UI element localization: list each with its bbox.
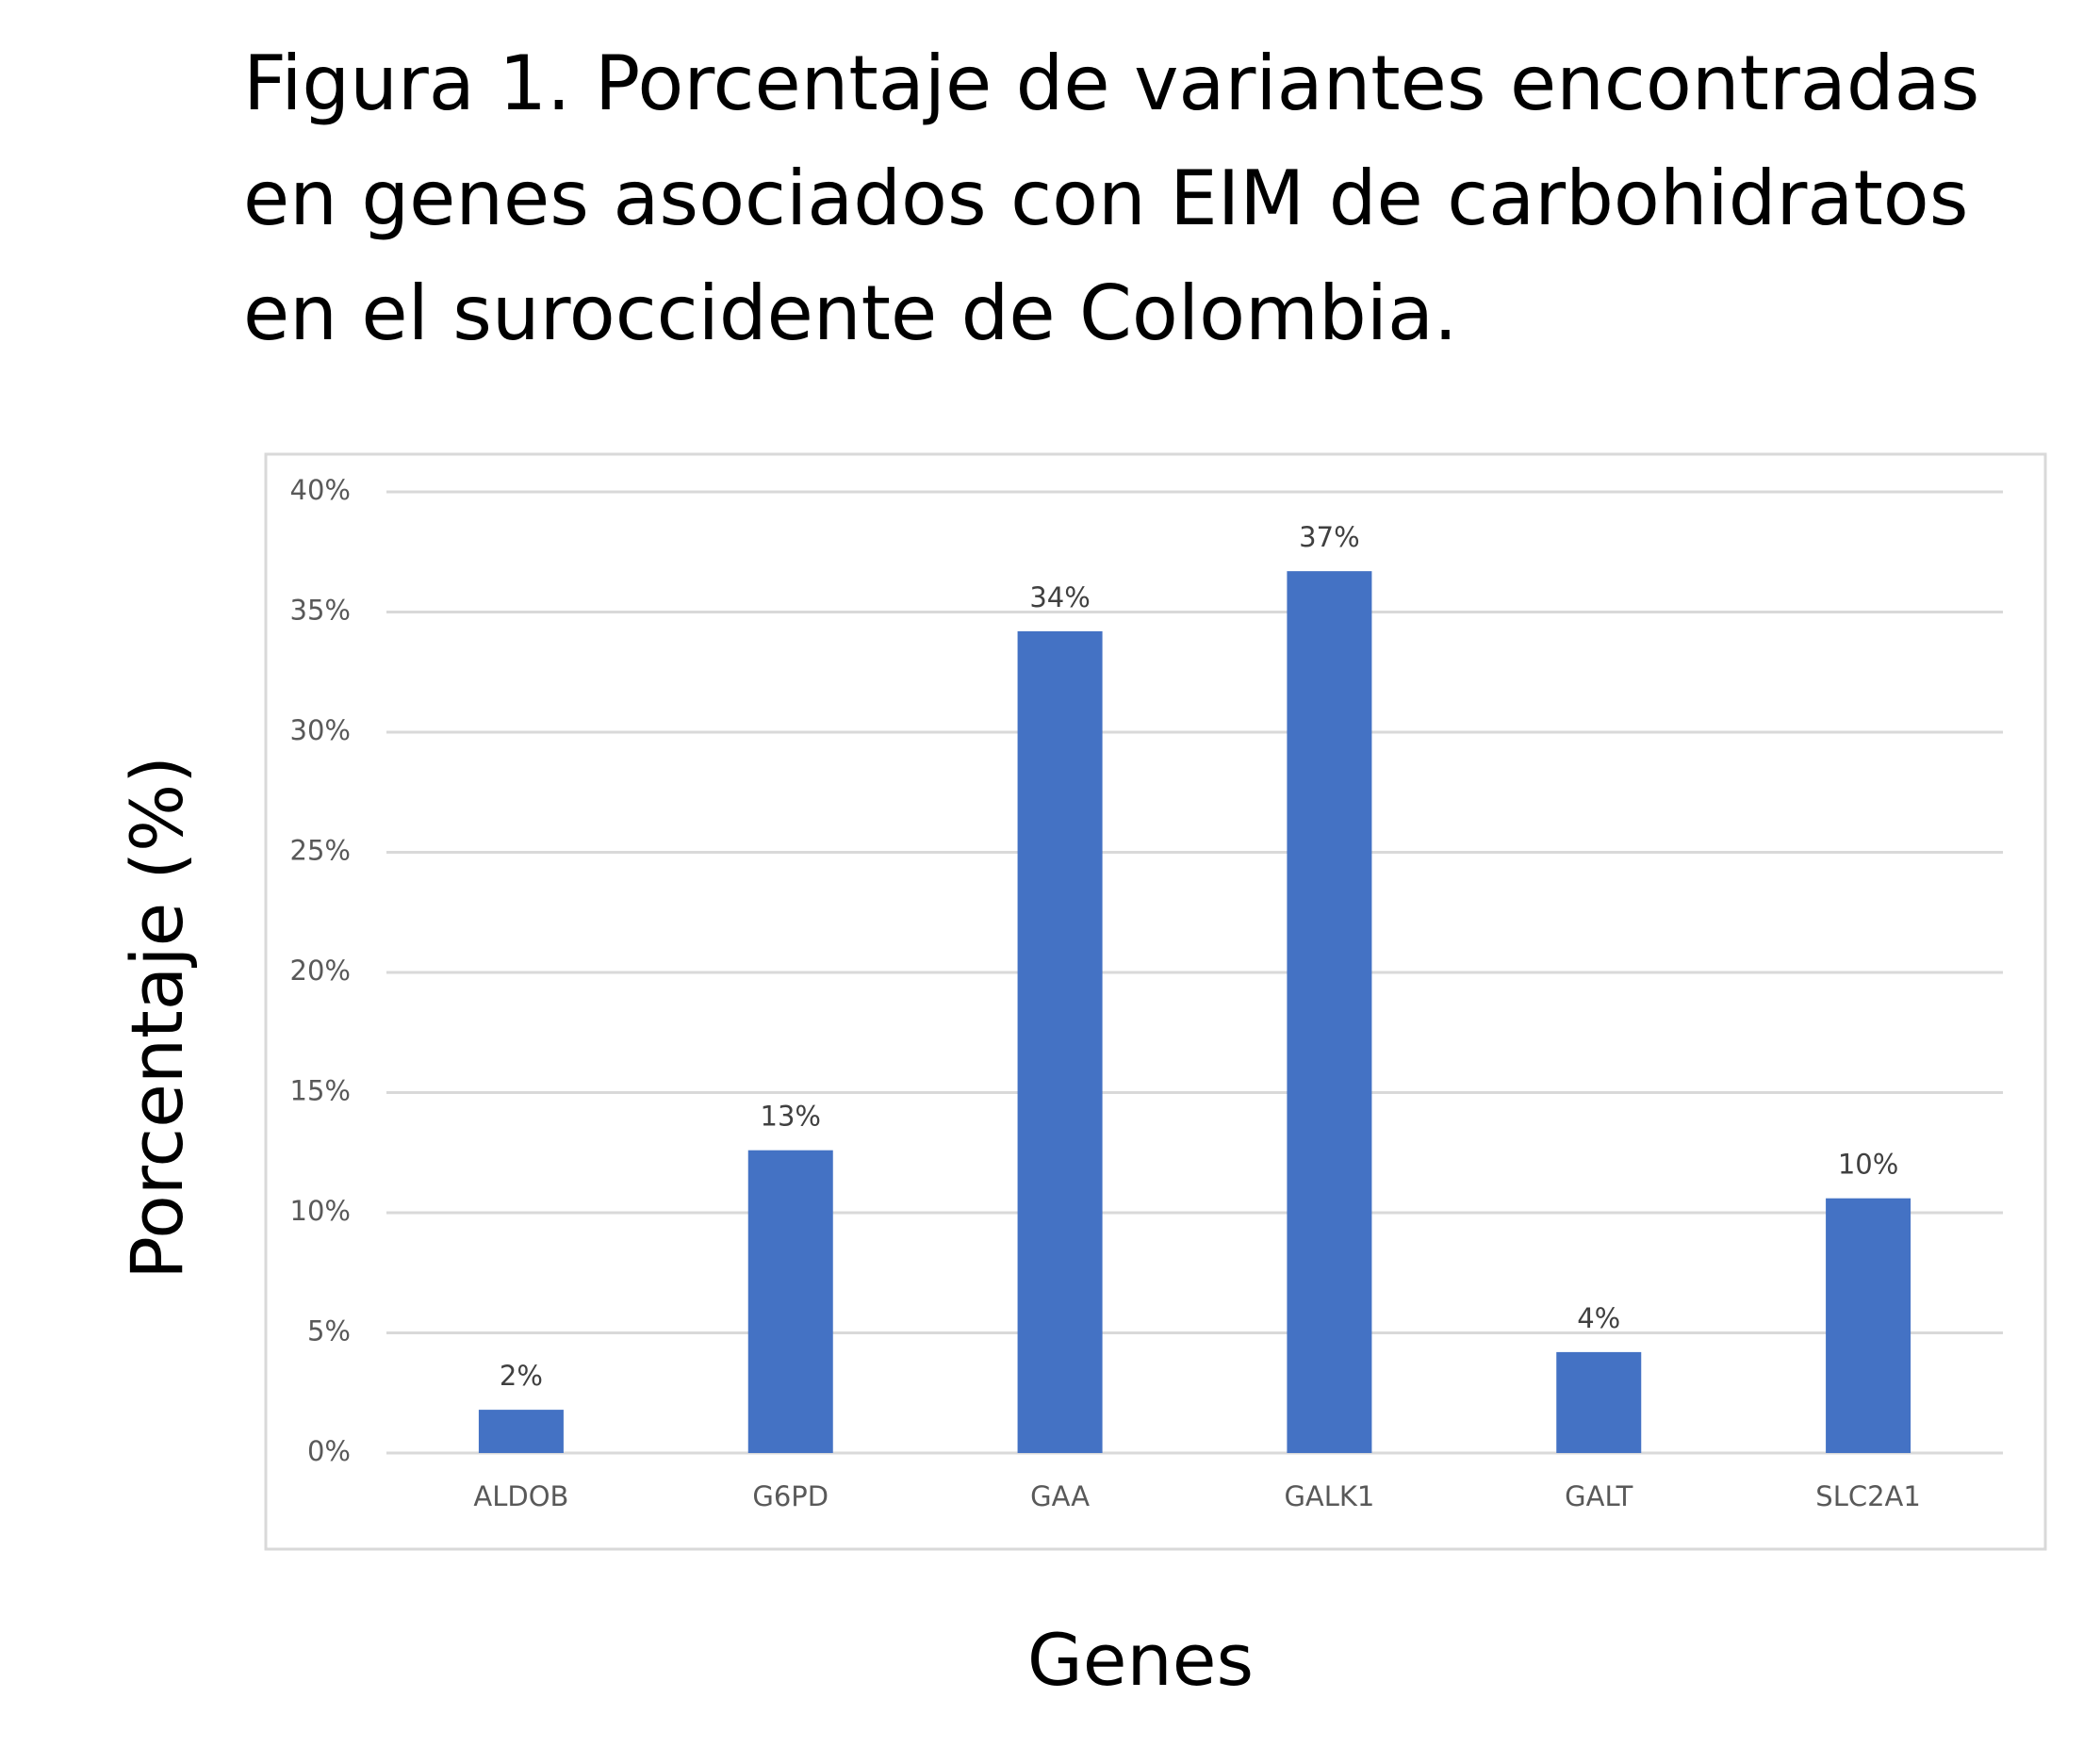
figure-title: Figura 1. Porcentaje de variantes encont… bbox=[243, 40, 1980, 357]
data-label: 37% bbox=[1299, 521, 1359, 553]
data-label: 2% bbox=[500, 1360, 543, 1392]
bar-gaa bbox=[1017, 630, 1103, 1453]
data-label: 10% bbox=[1838, 1149, 1898, 1181]
y-tick-label: 10% bbox=[290, 1195, 351, 1227]
bar-slc2a1 bbox=[1826, 1198, 1911, 1453]
bar-g6pd bbox=[747, 1150, 833, 1453]
y-axis-title: Porcentaje (%) bbox=[115, 756, 199, 1280]
x-axis-ticks: ALDOB G6PD GAA GALK1 GALT SLC2A1 bbox=[473, 1480, 1920, 1512]
y-tick-label: 35% bbox=[290, 595, 351, 627]
bar-galt bbox=[1556, 1351, 1642, 1453]
x-tick-label: GAA bbox=[1030, 1480, 1090, 1512]
chart-frame bbox=[264, 452, 2047, 1551]
data-label: 4% bbox=[1577, 1302, 1620, 1334]
y-axis-ticks: 0% 5% 10% 15% 20% 25% 30% 35% 40% bbox=[290, 474, 351, 1467]
y-tick-label: 5% bbox=[307, 1315, 351, 1347]
y-tick-label: 15% bbox=[290, 1075, 351, 1107]
x-tick-label: GALT bbox=[1565, 1480, 1632, 1512]
y-tick-label: 0% bbox=[307, 1435, 351, 1467]
y-tick-label: 30% bbox=[290, 714, 351, 746]
data-label: 13% bbox=[761, 1101, 821, 1133]
data-labels: 2% 13% 34% 37% 4% 10% bbox=[500, 521, 1898, 1392]
gridlines bbox=[386, 490, 2003, 1455]
bar-galk1 bbox=[1287, 571, 1372, 1453]
x-axis-title: Genes bbox=[1027, 1618, 1254, 1702]
x-tick-label: G6PD bbox=[752, 1480, 829, 1512]
y-tick-label: 40% bbox=[290, 474, 351, 506]
y-tick-label: 25% bbox=[290, 835, 351, 867]
x-tick-label: GALK1 bbox=[1284, 1480, 1374, 1512]
y-tick-label: 20% bbox=[290, 955, 351, 987]
bars bbox=[478, 571, 1911, 1453]
x-tick-label: SLC2A1 bbox=[1815, 1480, 1921, 1512]
bar-aldob bbox=[478, 1410, 564, 1453]
x-tick-label: ALDOB bbox=[473, 1480, 568, 1512]
data-label: 34% bbox=[1029, 581, 1090, 613]
